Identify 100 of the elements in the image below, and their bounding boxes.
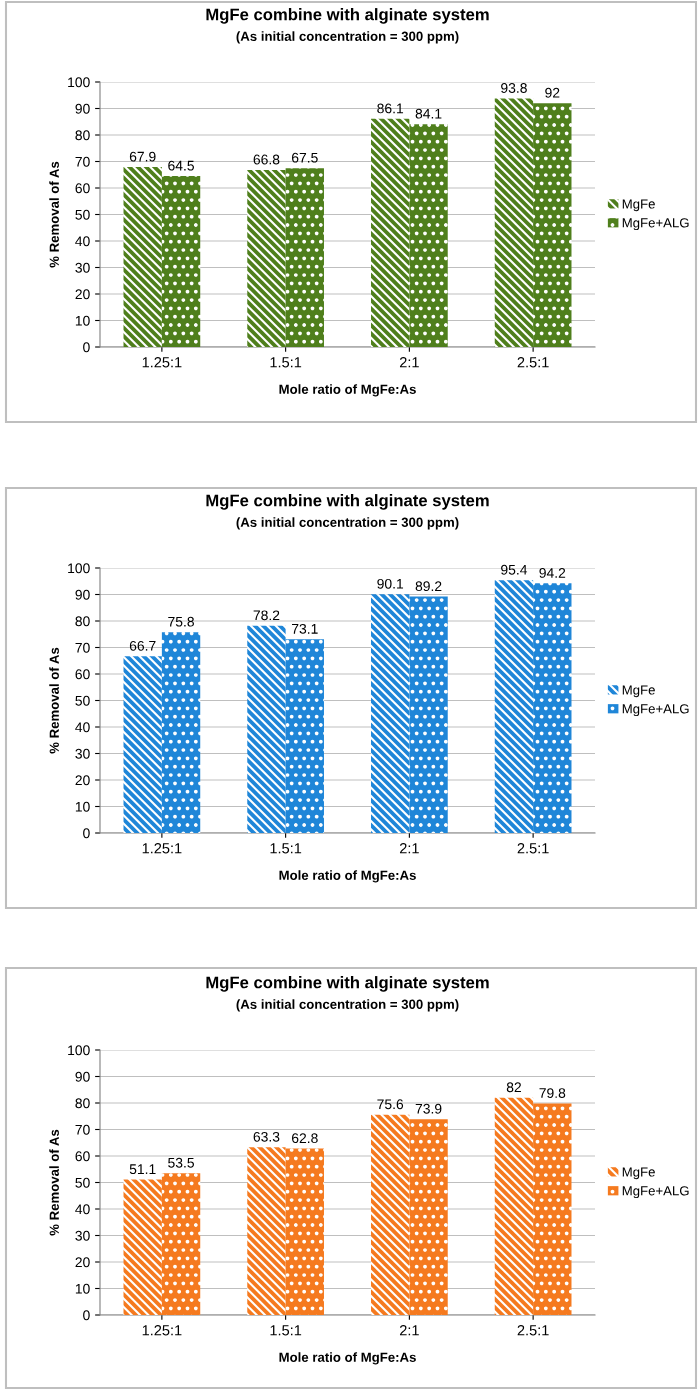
legend-label: MgFe	[622, 1167, 655, 1180]
y-tick-label: 30	[75, 748, 90, 759]
chart-title: MgFe combine with alginate system	[206, 8, 489, 24]
y-tick-label: 10	[75, 1283, 90, 1294]
y-tick-label: 40	[75, 236, 90, 247]
y-tick-label: 20	[75, 775, 90, 786]
data-label: 51.1	[129, 1164, 156, 1175]
x-tick-label: 2:1	[399, 843, 419, 854]
y-tick-label: 20	[75, 1257, 90, 1268]
bar	[409, 124, 448, 347]
y-tick-label: 20	[75, 289, 90, 300]
bar	[123, 656, 162, 833]
y-axis-title: % Removal of As	[49, 647, 59, 754]
y-tick-label: 0	[83, 1310, 90, 1321]
legend-label: MgFe	[622, 199, 655, 212]
y-tick-label: 30	[75, 1230, 90, 1241]
y-tick-label: 40	[75, 1204, 90, 1215]
y-tick-label: 0	[83, 342, 90, 353]
y-tick-label: 100	[68, 77, 90, 88]
bar	[494, 98, 534, 347]
bar	[409, 1119, 448, 1315]
y-tick-label: 70	[75, 642, 90, 653]
bar	[161, 176, 201, 347]
bar	[533, 1103, 572, 1315]
data-label: 82	[506, 1082, 521, 1093]
x-tick-label: 2:1	[399, 357, 419, 368]
chart-subtitle: (As initial concentration = 300 ppm)	[236, 31, 459, 44]
data-label: 62.8	[292, 1133, 318, 1144]
legend-label: MgFe+ALG	[622, 218, 689, 231]
x-tick-label: 1.5:1	[270, 357, 302, 368]
data-label: 63.3	[253, 1131, 280, 1142]
data-label: 75.6	[377, 1099, 404, 1110]
y-tick-label: 80	[75, 616, 90, 627]
bar	[123, 1179, 162, 1315]
y-tick-label: 10	[75, 801, 90, 812]
y-tick-label: 100	[68, 1045, 90, 1056]
bar	[161, 1173, 201, 1315]
data-label: 79.8	[539, 1088, 566, 1099]
y-tick-label: 60	[75, 1151, 90, 1162]
y-tick-label: 40	[75, 722, 90, 733]
chart-title: MgFe combine with alginate system	[206, 976, 489, 992]
y-tick-label: 0	[83, 828, 90, 839]
x-tick-label: 1.5:1	[270, 1325, 302, 1336]
x-tick-label: 2.5:1	[517, 843, 549, 854]
bar	[247, 169, 286, 347]
bar	[533, 583, 572, 833]
bar	[409, 596, 448, 833]
y-tick-label: 50	[75, 1177, 90, 1188]
x-tick-label: 1.5:1	[270, 843, 302, 854]
data-label: 89.2	[415, 581, 442, 592]
chart-title: MgFe combine with alginate system	[206, 494, 489, 510]
data-label: 93.8	[501, 83, 527, 93]
data-label: 66.7	[129, 640, 156, 651]
x-tick-label: 1.25:1	[142, 843, 182, 854]
bar	[247, 625, 286, 833]
data-label: 53.5	[168, 1157, 194, 1168]
y-tick-label: 100	[68, 563, 90, 574]
y-axis-title: % Removal of As	[49, 161, 59, 268]
y-tick-label: 60	[75, 669, 90, 680]
y-tick-label: 60	[75, 183, 90, 194]
bar	[371, 118, 410, 347]
bar	[285, 168, 324, 347]
y-tick-label: 50	[75, 695, 90, 706]
bar	[533, 103, 572, 347]
bar	[247, 1147, 286, 1315]
y-tick-label: 50	[75, 209, 90, 220]
chart-subtitle: (As initial concentration = 300 ppm)	[236, 999, 459, 1012]
data-label: 78.2	[253, 610, 280, 621]
x-tick-label: 1.25:1	[142, 357, 182, 368]
legend-label: MgFe	[622, 685, 655, 698]
y-tick-label: 90	[75, 1071, 90, 1082]
data-label: 94.2	[539, 568, 566, 578]
data-label: 90.1	[377, 578, 404, 589]
x-tick-label: 2.5:1	[517, 1325, 549, 1336]
data-label: 64.5	[168, 160, 194, 171]
data-label: 84.1	[415, 108, 442, 119]
bar	[123, 167, 162, 347]
y-tick-label: 10	[75, 315, 90, 326]
y-tick-label: 70	[75, 156, 90, 167]
x-axis-title: Mole ratio of MgFe:As	[279, 384, 416, 397]
bar	[371, 594, 410, 833]
bar	[161, 632, 201, 833]
bar	[371, 1114, 410, 1315]
y-axis-title: % Removal of As	[49, 1129, 59, 1236]
legend-label: MgFe+ALG	[622, 1186, 689, 1199]
x-axis-title: Mole ratio of MgFe:As	[279, 870, 416, 883]
data-label: 67.9	[129, 151, 156, 162]
bar	[285, 1148, 324, 1315]
data-label: 95.4	[501, 564, 528, 575]
bar	[494, 1097, 534, 1315]
data-label: 92	[545, 87, 560, 98]
data-label: 66.8	[253, 154, 280, 165]
data-label: 75.8	[168, 616, 194, 627]
y-tick-label: 90	[75, 589, 90, 600]
data-label: 73.1	[292, 623, 318, 634]
legend-label: MgFe+ALG	[622, 704, 689, 717]
bar	[494, 580, 534, 833]
data-label: 67.5	[292, 152, 318, 163]
y-tick-label: 90	[75, 103, 90, 114]
data-label: 86.1	[377, 103, 404, 114]
